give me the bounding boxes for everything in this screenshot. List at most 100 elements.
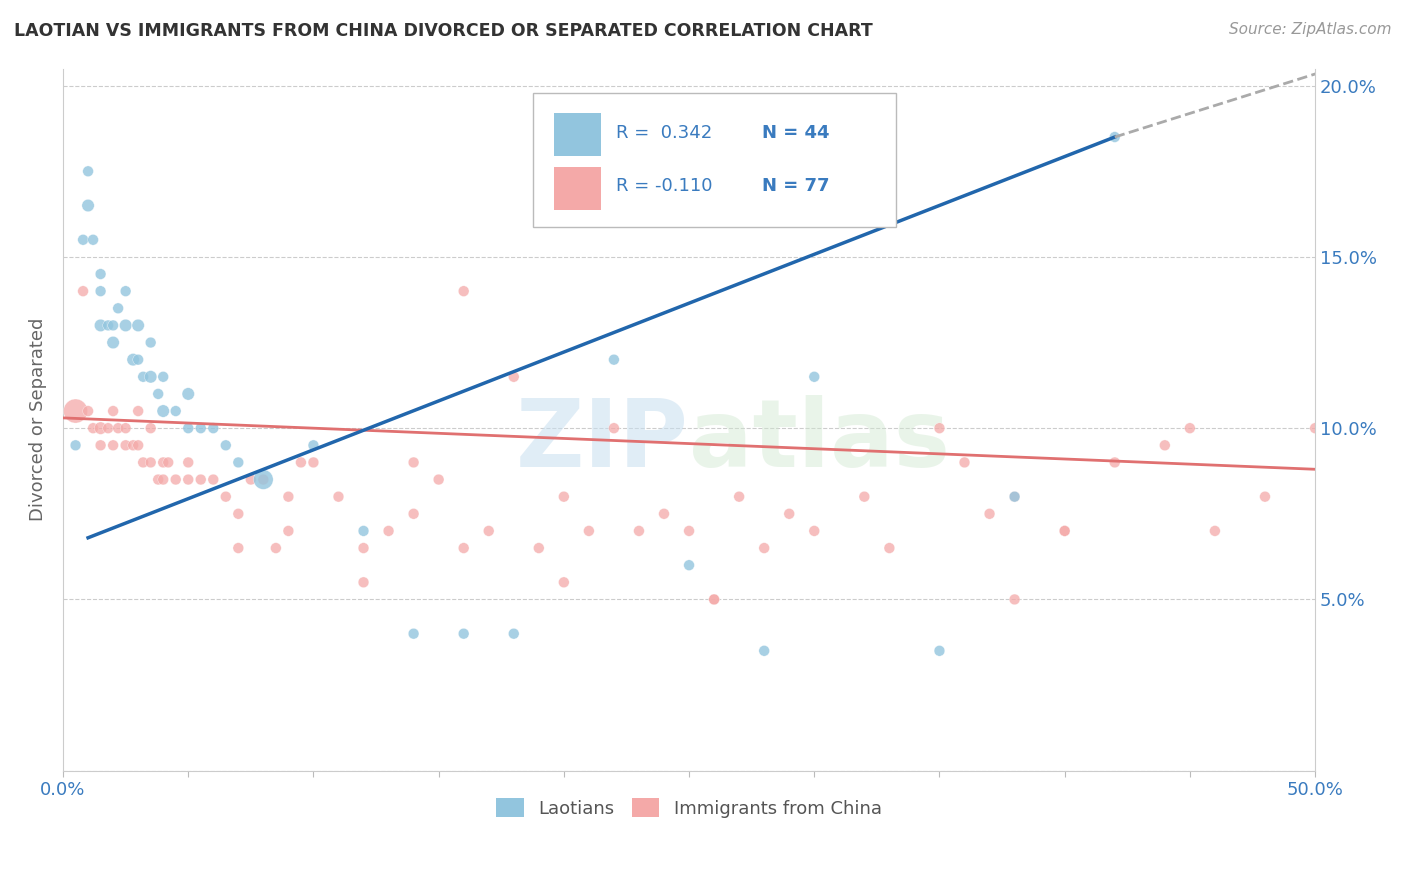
Point: [77, 198, 100, 212]
Point: [139, 335, 162, 350]
Point: [82, 233, 104, 247]
Point: [402, 455, 425, 469]
Point: [427, 473, 450, 487]
Point: [402, 626, 425, 640]
Point: [502, 626, 524, 640]
Point: [127, 404, 149, 418]
Point: [302, 455, 325, 469]
Point: [803, 369, 825, 384]
Point: [1178, 421, 1201, 435]
Point: [152, 473, 174, 487]
FancyBboxPatch shape: [533, 93, 896, 227]
Legend: Laotians, Immigrants from China: Laotians, Immigrants from China: [489, 791, 889, 825]
Point: [152, 404, 174, 418]
Point: [228, 507, 250, 521]
Point: [132, 455, 155, 469]
Point: [90, 438, 112, 452]
Point: [72, 284, 94, 298]
Point: [127, 438, 149, 452]
Point: [678, 524, 700, 538]
Point: [77, 404, 100, 418]
Text: N = 77: N = 77: [762, 178, 830, 195]
Point: [553, 164, 575, 178]
Point: [1053, 524, 1076, 538]
Text: N = 44: N = 44: [762, 124, 830, 142]
Point: [97, 421, 120, 435]
FancyBboxPatch shape: [554, 167, 602, 211]
Point: [152, 369, 174, 384]
Point: [1004, 490, 1026, 504]
Point: [353, 541, 375, 555]
Point: [122, 352, 145, 367]
Point: [1004, 490, 1026, 504]
Point: [101, 335, 124, 350]
Point: [101, 438, 124, 452]
Point: [177, 455, 200, 469]
Point: [157, 455, 180, 469]
Point: [290, 455, 312, 469]
Point: [353, 524, 375, 538]
Point: [402, 507, 425, 521]
Point: [114, 421, 136, 435]
Point: [678, 558, 700, 573]
Point: [202, 421, 225, 435]
Point: [72, 233, 94, 247]
Y-axis label: Divorced or Separated: Divorced or Separated: [30, 318, 46, 521]
Point: [101, 318, 124, 333]
Point: [215, 490, 238, 504]
Point: [90, 421, 112, 435]
Point: [453, 284, 475, 298]
Point: [252, 473, 274, 487]
Point: [1153, 438, 1175, 452]
Point: [703, 592, 725, 607]
Point: [101, 404, 124, 418]
Point: [1104, 130, 1126, 145]
Point: [264, 541, 287, 555]
Point: [148, 473, 170, 487]
Point: [1303, 421, 1326, 435]
Point: [277, 490, 299, 504]
Point: [703, 592, 725, 607]
Point: [353, 575, 375, 590]
Text: LAOTIAN VS IMMIGRANTS FROM CHINA DIVORCED OR SEPARATED CORRELATION CHART: LAOTIAN VS IMMIGRANTS FROM CHINA DIVORCE…: [14, 22, 873, 40]
Point: [328, 490, 350, 504]
Point: [553, 575, 575, 590]
Point: [132, 369, 155, 384]
Point: [478, 524, 501, 538]
Point: [190, 473, 212, 487]
Point: [502, 369, 524, 384]
Point: [165, 473, 187, 487]
Point: [127, 318, 149, 333]
Point: [754, 541, 776, 555]
Point: [114, 318, 136, 333]
Point: [1004, 592, 1026, 607]
Point: [177, 421, 200, 435]
Point: [928, 421, 950, 435]
Point: [603, 352, 626, 367]
Point: [239, 473, 262, 487]
Point: [148, 387, 170, 401]
Point: [122, 438, 145, 452]
Point: [627, 524, 650, 538]
Point: [127, 352, 149, 367]
Point: [177, 387, 200, 401]
Point: [754, 644, 776, 658]
Point: [728, 490, 751, 504]
Point: [879, 541, 901, 555]
Point: [377, 524, 399, 538]
Text: R = -0.110: R = -0.110: [616, 178, 713, 195]
Point: [453, 541, 475, 555]
Point: [302, 438, 325, 452]
Point: [228, 455, 250, 469]
Point: [1204, 524, 1226, 538]
FancyBboxPatch shape: [554, 112, 602, 156]
Text: atlas: atlas: [689, 394, 950, 487]
Point: [277, 524, 299, 538]
Point: [578, 524, 600, 538]
Point: [553, 490, 575, 504]
Text: Source: ZipAtlas.com: Source: ZipAtlas.com: [1229, 22, 1392, 37]
Point: [202, 473, 225, 487]
Point: [652, 507, 675, 521]
Point: [90, 284, 112, 298]
Point: [1053, 524, 1076, 538]
